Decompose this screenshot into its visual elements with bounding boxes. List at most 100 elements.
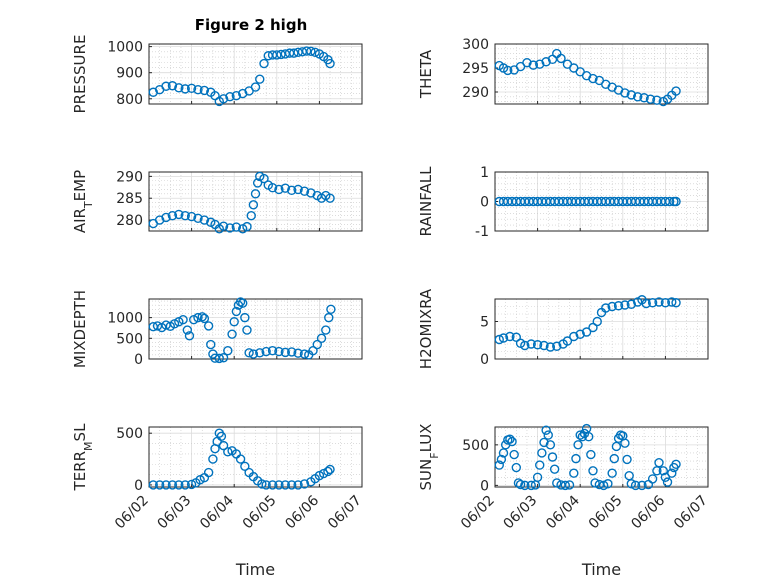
data-point xyxy=(520,340,530,351)
data-point xyxy=(240,312,250,323)
data-point xyxy=(248,200,259,210)
data-point xyxy=(654,457,664,468)
data-point xyxy=(261,346,271,357)
axes-frame-terr_msl xyxy=(148,426,363,488)
y-tick-label: 800 xyxy=(116,92,143,108)
x-tick-label: 06/05 xyxy=(586,493,626,533)
panel-sun_flux: 0 500 SUNFLUX 06/02 06/03 06/04 06/05 06/06 06/0… xyxy=(417,424,711,579)
y-tick-label: 500 xyxy=(462,438,489,454)
data-point xyxy=(184,331,195,341)
axes-frame-sun_flux xyxy=(494,426,709,488)
y-axis-label-terr_msl: TERRMSL xyxy=(71,423,95,492)
data-point xyxy=(671,459,681,469)
data-point xyxy=(193,84,203,95)
y-tick-label: 1 xyxy=(480,165,489,181)
data-point xyxy=(287,185,297,196)
y-tick-label: 280 xyxy=(116,213,143,229)
data-point xyxy=(235,297,246,307)
data-point xyxy=(607,301,617,312)
data-point xyxy=(575,329,585,339)
data-point xyxy=(321,325,331,335)
data-point xyxy=(573,440,583,450)
data-point xyxy=(505,331,515,342)
data-point xyxy=(267,480,278,490)
data-point xyxy=(584,432,594,442)
panel-air_temp: 280 285 290 AIRTEMP xyxy=(71,169,363,234)
data-point xyxy=(244,348,254,358)
data-point xyxy=(161,81,171,91)
data-point xyxy=(326,304,336,315)
y-axis-label-rainfall: RAINFALL xyxy=(417,166,435,237)
x-tick-label: 06/06 xyxy=(282,492,322,532)
data-point xyxy=(601,303,611,313)
data-point xyxy=(543,430,553,440)
data-point xyxy=(246,211,256,221)
data-point xyxy=(174,83,184,93)
data-point xyxy=(511,332,521,342)
data-point xyxy=(208,454,218,464)
data-point xyxy=(532,472,543,482)
data-point xyxy=(223,447,233,457)
y-tick-label: 0 xyxy=(480,478,489,494)
data-point xyxy=(522,58,532,68)
data-point xyxy=(609,453,619,464)
data-point xyxy=(515,479,526,490)
data-point xyxy=(613,301,624,311)
data-point xyxy=(507,436,517,447)
data-point xyxy=(240,461,250,472)
data-point xyxy=(276,49,286,60)
x-axis-label: Time xyxy=(235,560,275,579)
data-point xyxy=(293,348,303,358)
y-tick-label: 500 xyxy=(116,331,143,347)
data-point xyxy=(248,349,259,359)
y-axis-label-sun_flux: SUNFLUX xyxy=(417,424,441,491)
data-point xyxy=(299,186,310,196)
data-point xyxy=(598,480,609,491)
y-tick-label: 300 xyxy=(462,37,489,53)
data-point xyxy=(203,321,214,331)
data-point xyxy=(167,480,178,490)
data-point xyxy=(174,480,184,490)
data-point xyxy=(193,312,203,323)
data-point xyxy=(214,353,224,364)
data-point xyxy=(293,184,303,195)
data-point xyxy=(287,480,297,490)
data-point xyxy=(324,312,334,323)
data-point xyxy=(274,184,284,195)
data-point xyxy=(564,480,575,490)
data-point xyxy=(238,298,248,308)
data-point xyxy=(637,480,647,491)
data-point xyxy=(647,298,658,308)
y-tick-label: 500 xyxy=(116,426,143,442)
data-point xyxy=(325,464,335,475)
data-point xyxy=(259,58,269,69)
x-tick-label: 06/02 xyxy=(458,493,498,533)
data-point xyxy=(562,336,573,346)
data-point xyxy=(242,325,252,335)
data-point xyxy=(252,178,263,188)
y-tick-label: 295 xyxy=(462,61,489,77)
data-point xyxy=(556,53,566,64)
axes-frame-pressure xyxy=(148,43,363,105)
panel-theta: 290 295 300 THETA xyxy=(417,37,709,107)
data-point xyxy=(498,333,509,343)
data-point xyxy=(633,92,643,102)
x-tick-label: 06/04 xyxy=(543,492,583,532)
data-point xyxy=(660,298,671,308)
data-point xyxy=(539,437,549,448)
axes-frame-h2omixra xyxy=(494,298,709,360)
data-point xyxy=(652,95,662,105)
data-point xyxy=(528,60,539,70)
axes-frame-theta xyxy=(494,43,709,105)
data-point xyxy=(620,438,630,448)
data-point xyxy=(494,460,504,470)
y-tick-label: 0 xyxy=(480,195,489,211)
data-point xyxy=(199,215,210,225)
data-point xyxy=(310,47,320,58)
y-axis-label-pressure: PRESSURE xyxy=(71,35,89,114)
data-point xyxy=(227,329,237,339)
data-point xyxy=(630,480,641,491)
data-point xyxy=(218,440,229,451)
y-tick-label: 1000 xyxy=(107,311,143,327)
